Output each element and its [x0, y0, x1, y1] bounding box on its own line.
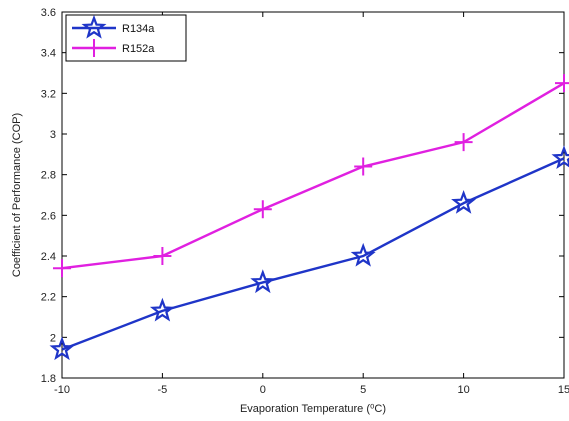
series-line [61, 82, 565, 270]
x-axis-label: Evaporation Temperature (⁰C) [240, 403, 386, 415]
y-tick-label: 2.4 [41, 251, 56, 263]
y-tick-label: 3.6 [41, 7, 56, 19]
data-point [153, 247, 172, 265]
data-point [551, 145, 569, 170]
legend-marker [85, 39, 103, 57]
legend: R134a R152a [65, 14, 187, 62]
data-point [354, 157, 373, 176]
legend-item: R134a [72, 14, 155, 39]
y-tick-label: 1.8 [41, 373, 56, 385]
legend-label: R152a [122, 43, 155, 55]
plot-area [61, 11, 565, 379]
legend-items: R134a R152a [72, 14, 155, 57]
x-tick-label: -5 [158, 384, 168, 396]
legend-item: R152a [72, 39, 155, 57]
data-point [250, 269, 276, 294]
y-axis-label: Coefficient of Performance (COP) [11, 113, 23, 277]
legend-marker [81, 14, 107, 39]
series-r134a [49, 145, 569, 361]
x-tick-label: -10 [54, 384, 70, 396]
legend-box [65, 14, 187, 62]
data-point [53, 259, 71, 278]
data-point [451, 189, 477, 214]
ticks-layer: -10 -5 0 5 10 15 1.8 2 2.2 2.4 2.6 2.8 3 3.2 3.4 3.6 [41, 7, 569, 396]
x-tick-label: 0 [260, 384, 266, 396]
y-tick-label: 3 [50, 129, 56, 141]
legend-label: R134a [122, 23, 155, 35]
data-point [149, 297, 175, 322]
data-point [555, 74, 569, 93]
y-tick-label: 2.2 [41, 292, 56, 304]
x-tick-label: 5 [360, 384, 366, 396]
y-tick-label: 3.4 [41, 48, 56, 60]
data-point [350, 242, 376, 267]
series-r152a [53, 74, 569, 278]
data-point [253, 200, 272, 219]
data-point [49, 336, 75, 361]
x-tick-label: 10 [457, 384, 469, 396]
data-point [454, 133, 473, 152]
series-line [61, 157, 565, 351]
x-tick-label: 15 [558, 384, 569, 396]
y-tick-label: 2.6 [41, 210, 56, 222]
y-tick-label: 2.8 [41, 170, 56, 182]
series-layer [49, 74, 569, 361]
y-tick-label: 2 [50, 332, 56, 344]
y-tick-label: 3.2 [41, 88, 56, 100]
